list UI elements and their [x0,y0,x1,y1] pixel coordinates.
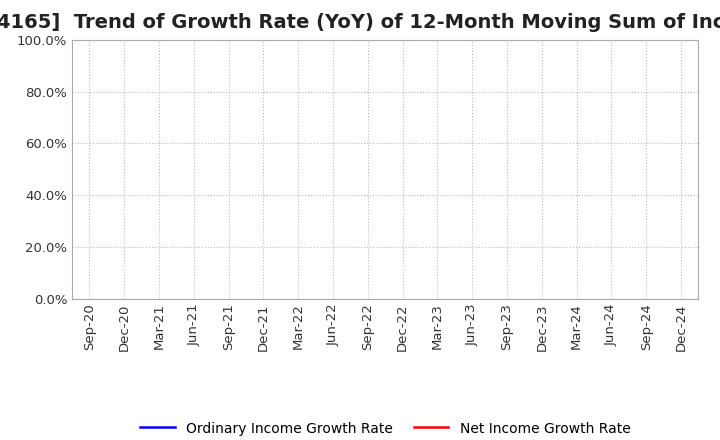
Legend: Ordinary Income Growth Rate, Net Income Growth Rate: Ordinary Income Growth Rate, Net Income … [135,415,636,440]
Title: [4165]  Trend of Growth Rate (YoY) of 12-Month Moving Sum of Incomes: [4165] Trend of Growth Rate (YoY) of 12-… [0,14,720,33]
